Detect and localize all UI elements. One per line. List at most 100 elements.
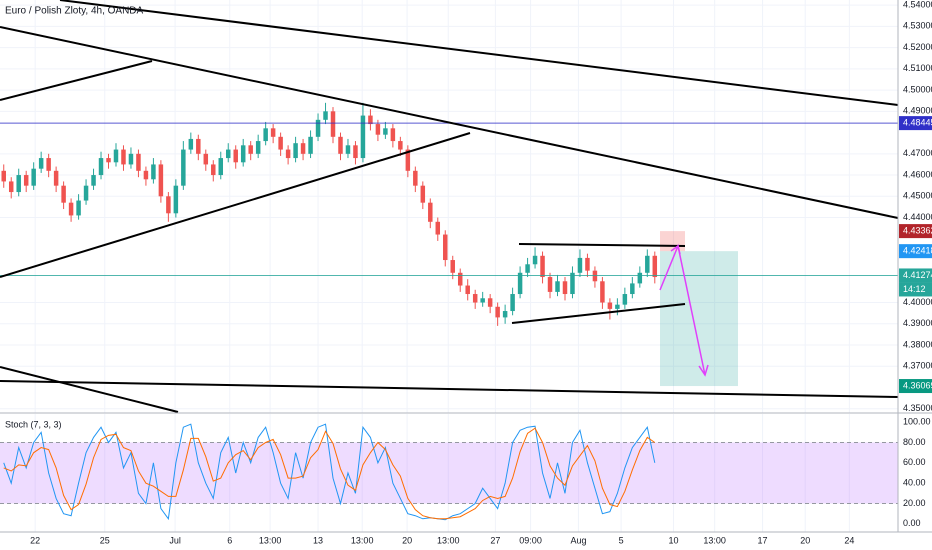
candle-body bbox=[91, 175, 96, 186]
candle-body bbox=[76, 200, 81, 216]
candle-body bbox=[413, 170, 418, 186]
stoch-tick-label: 40.00 bbox=[903, 478, 926, 488]
projection-arrow bbox=[659, 243, 709, 377]
trend-line bbox=[59, 0, 899, 106]
y-tick-label: 4.47000 bbox=[903, 148, 932, 158]
stoch-band-fill bbox=[0, 442, 898, 504]
candle-body bbox=[278, 136, 283, 150]
candle-body bbox=[315, 119, 321, 137]
x-tick-label: 13:00 bbox=[703, 535, 726, 545]
price-label-box bbox=[899, 379, 932, 394]
x-tick-label: 13 bbox=[313, 535, 323, 545]
stop-zone bbox=[660, 231, 685, 252]
candle-body bbox=[61, 185, 66, 203]
candle-body bbox=[570, 272, 575, 295]
candle-body bbox=[46, 158, 51, 171]
trend-line bbox=[0, 366, 179, 413]
candle-body bbox=[255, 141, 261, 154]
candle-body bbox=[233, 149, 238, 163]
stoch-tick-label: 80.00 bbox=[903, 437, 926, 447]
candle-body bbox=[375, 124, 381, 135]
candle-body bbox=[562, 281, 568, 295]
candle-body bbox=[622, 294, 628, 305]
candle-body bbox=[540, 255, 545, 278]
candle-body bbox=[308, 136, 313, 154]
candle-body bbox=[270, 128, 276, 137]
y-tick-label: 4.35000 bbox=[903, 403, 932, 413]
candle-body bbox=[435, 221, 441, 235]
candle-body bbox=[181, 149, 186, 186]
candle-body bbox=[16, 175, 21, 193]
candle-body bbox=[637, 272, 643, 284]
candle-body bbox=[428, 202, 433, 222]
candle-body bbox=[510, 294, 515, 312]
candle-body bbox=[240, 145, 246, 163]
candle-body bbox=[390, 128, 396, 142]
candle-body bbox=[502, 311, 508, 318]
price-label-box bbox=[899, 268, 932, 283]
candle-body bbox=[330, 111, 336, 137]
arrow-head bbox=[698, 364, 709, 377]
x-tick-label: 13:00 bbox=[259, 535, 282, 545]
trend-line bbox=[511, 303, 686, 324]
candle-body bbox=[398, 141, 403, 150]
candle-body bbox=[443, 234, 448, 261]
candle-body bbox=[300, 143, 306, 154]
candle-body bbox=[196, 138, 201, 154]
grid bbox=[0, 0, 898, 532]
candle-body bbox=[592, 270, 598, 282]
trend-line bbox=[0, 132, 471, 278]
candle-body bbox=[547, 277, 553, 292]
candle-body bbox=[345, 145, 351, 154]
candle-body bbox=[128, 153, 134, 165]
candle-body bbox=[173, 185, 179, 214]
candle-body bbox=[151, 164, 156, 180]
trend-line bbox=[0, 26, 899, 219]
axes: 4.54000 4.53000 4.52000 4.51000 4.50000 4.490… bbox=[30, 0, 932, 545]
y-tick-label: 4.52000 bbox=[903, 42, 932, 52]
candle-body bbox=[615, 304, 620, 309]
candle-body bbox=[487, 298, 493, 307]
candle-body bbox=[450, 260, 455, 273]
candles bbox=[0, 102, 898, 387]
x-tick-label: 6 bbox=[227, 535, 232, 545]
candle-body bbox=[68, 202, 74, 216]
x-tick-label: 24 bbox=[844, 535, 854, 545]
trend-line bbox=[0, 380, 899, 398]
candle-body bbox=[630, 283, 635, 295]
candle-body bbox=[465, 285, 470, 295]
candle-body bbox=[98, 158, 104, 176]
x-tick-label: 20 bbox=[800, 535, 810, 545]
x-tick-label: 5 bbox=[619, 535, 624, 545]
price-label-box bbox=[899, 224, 932, 239]
candle-body bbox=[368, 115, 373, 125]
stoch-tick-label: 100.00 bbox=[903, 417, 931, 427]
x-tick-label: 22 bbox=[30, 535, 40, 545]
price-label: 4.41274 bbox=[903, 270, 932, 280]
candle-body bbox=[525, 264, 530, 273]
y-tick-label: 4.45000 bbox=[903, 191, 932, 201]
x-tick-label: 17 bbox=[758, 535, 768, 545]
candle-body bbox=[136, 153, 141, 171]
y-tick-label: 4.50000 bbox=[903, 84, 932, 94]
candle-body bbox=[211, 164, 216, 176]
countdown-box bbox=[899, 282, 932, 297]
price-label: 4.48445 bbox=[903, 117, 932, 127]
trend-line bbox=[518, 243, 686, 247]
countdown: 14:12 bbox=[903, 284, 926, 294]
candle-body bbox=[577, 257, 583, 273]
price-label: 4.42418 bbox=[903, 246, 932, 256]
y-tick-label: 4.44000 bbox=[903, 212, 932, 222]
y-tick-label: 4.37000 bbox=[903, 361, 932, 371]
x-tick-label: 20 bbox=[402, 535, 412, 545]
candle-body bbox=[495, 306, 500, 318]
x-tick-label: 25 bbox=[100, 535, 110, 545]
candle-body bbox=[645, 255, 650, 273]
candle-body bbox=[83, 185, 89, 201]
x-tick-label: Aug bbox=[570, 535, 586, 545]
candle-body bbox=[600, 281, 605, 303]
candle-body bbox=[480, 298, 485, 303]
candle-body bbox=[555, 281, 560, 292]
